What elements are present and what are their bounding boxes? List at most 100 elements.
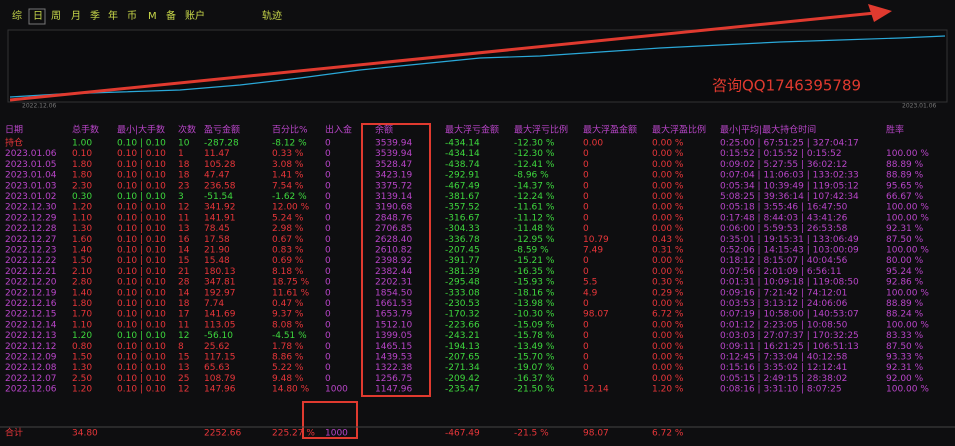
cell: 0	[325, 288, 331, 298]
cell: 1.20 %	[652, 385, 684, 395]
column-header: 最小|平均|最大持仓时间	[720, 124, 816, 136]
cell: 2848.76	[375, 213, 412, 223]
cell: 0	[583, 267, 589, 277]
cell: 12	[178, 331, 189, 341]
cell: 0.00	[583, 139, 603, 149]
cell: 2022.12.16	[5, 299, 57, 309]
tab[interactable]: 季	[90, 10, 100, 22]
cell: 0.67 %	[272, 235, 304, 245]
cell: 7.54 %	[272, 181, 304, 191]
tab[interactable]: 年	[108, 9, 118, 22]
tab[interactable]: M	[148, 11, 157, 22]
cell: 0:18:12 | 8:15:07 | 40:04:56	[720, 256, 848, 266]
cell: -381.67	[445, 192, 480, 202]
cell: 88.24 %	[886, 310, 924, 320]
cell: 1.70	[72, 310, 92, 320]
cell: -11.48 %	[514, 224, 555, 234]
cell: 0	[325, 331, 331, 341]
cell: 21.90	[204, 246, 230, 256]
cell: 2022.12.23	[5, 246, 57, 256]
cell: -12.30 %	[514, 139, 555, 149]
tab[interactable]: 备	[166, 9, 176, 22]
cell: 1.20	[72, 203, 92, 213]
cell: 0:09:11 | 16:21:25 | 106:51:13	[720, 342, 859, 352]
cell: 1.50	[72, 256, 92, 266]
cell: 0.00 %	[652, 256, 684, 266]
cell: -170.32	[445, 310, 480, 320]
cell: 11.47	[204, 149, 230, 159]
cell: 5.24 %	[272, 213, 304, 223]
cell: 23	[178, 181, 189, 191]
cell: 1322.38	[375, 363, 412, 373]
cell: 0:03:03 | 27:07:37 | 170:32:25	[720, 331, 859, 341]
cell: 0.00 %	[652, 320, 684, 330]
cell: 0	[583, 374, 589, 384]
cell: 92.86 %	[886, 278, 924, 288]
cell: 2022.12.13	[5, 331, 57, 341]
cell: 0.10 | 0.10	[117, 160, 166, 170]
cell: 105.28	[204, 160, 236, 170]
tab[interactable]: 月	[71, 10, 81, 22]
cell: -12.95 %	[514, 235, 555, 245]
cell: -434.14	[445, 139, 480, 149]
cell: 0	[325, 353, 331, 363]
cell: 0	[583, 213, 589, 223]
total-cell: -467.49	[445, 429, 480, 439]
cell: 0	[325, 267, 331, 277]
cell: 0.10 | 0.10	[117, 171, 166, 181]
tab[interactable]: 币	[127, 10, 137, 22]
cell: 0:06:00 | 5:59:53 | 26:53:58	[720, 224, 848, 234]
cell: 3539.94	[375, 149, 412, 159]
cell: 1.41 %	[272, 171, 304, 181]
equity-line	[9, 35, 946, 98]
tab[interactable]: 账户	[185, 9, 205, 22]
total-cell: 合计	[5, 427, 23, 439]
column-header: 最大浮亏金额	[445, 124, 499, 136]
cell: 17	[178, 310, 189, 320]
tab[interactable]: 综	[12, 9, 22, 22]
cell: 0.00 %	[652, 139, 684, 149]
cell: 0.47 %	[272, 299, 304, 309]
cell: 88.89 %	[886, 171, 924, 181]
cell: -11.12 %	[514, 213, 555, 223]
cell: 2022.12.27	[5, 235, 57, 245]
cell: 2022.12.30	[5, 203, 57, 213]
cell: 15	[178, 353, 189, 363]
cell: 1256.75	[375, 374, 412, 384]
cell: 0.29 %	[652, 288, 684, 298]
tab[interactable]: 轨迹	[262, 9, 282, 22]
cell: 0:15:16 | 3:35:02 | 12:12:41	[720, 363, 847, 373]
tab[interactable]: 周	[51, 10, 61, 22]
cell: 100.00 %	[886, 288, 929, 298]
cell: 1.40	[72, 288, 92, 298]
cell: -1.62 %	[272, 192, 307, 202]
cell: 3423.19	[375, 171, 412, 181]
cell: 100.00 %	[886, 246, 929, 256]
cell: 0.30	[72, 192, 92, 202]
column-header: 盈亏金额	[204, 124, 240, 136]
total-cell: 34.80	[72, 429, 98, 439]
cell: 11.61 %	[272, 288, 310, 298]
cell: 2.80	[72, 278, 92, 288]
tab-selected-frame	[28, 8, 46, 25]
total-cell: 98.07	[583, 429, 609, 439]
cell: 0	[325, 235, 331, 245]
cell: 0	[325, 139, 331, 149]
cell: 0.00 %	[652, 342, 684, 352]
cell: -4.51 %	[272, 331, 307, 341]
tab[interactable]: 日	[33, 11, 43, 22]
cell: -56.10	[204, 331, 233, 341]
cell: 2022.12.21	[5, 267, 57, 277]
column-header: 出入金	[325, 124, 352, 136]
cell: 141.69	[204, 310, 236, 320]
cell: 0	[325, 203, 331, 213]
cell: 0	[325, 278, 331, 288]
cell: 113.05	[204, 320, 236, 330]
cell: 7.74	[204, 299, 224, 309]
cell: 5:08:25 | 39:36:14 | 107:42:34	[720, 192, 859, 202]
cell: -336.78	[445, 235, 480, 245]
cell: 141.91	[204, 213, 236, 223]
cell: -333.08	[445, 288, 480, 298]
arrow-head	[868, 4, 892, 22]
